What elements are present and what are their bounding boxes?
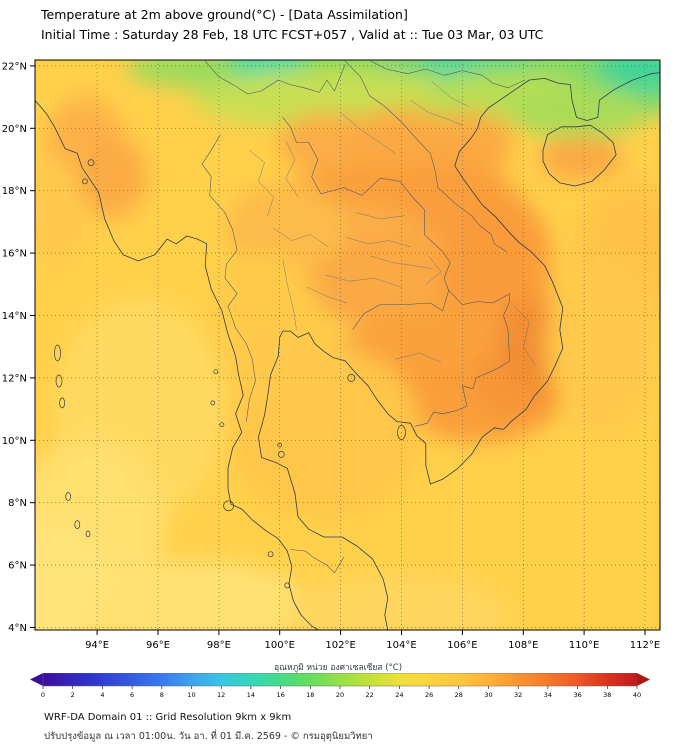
colorbar-label: อุณหภูมิ หน่วย องศาเซลเซียส (°C)	[273, 663, 403, 673]
colorbar-tick-label: 10	[187, 691, 195, 699]
country-borders-layer	[201, 60, 526, 574]
lat-tick-label: 18°N	[2, 186, 27, 197]
colorbar-tick-label: 36	[573, 691, 581, 699]
colorbar-tick-label: 0	[41, 691, 45, 699]
coastline-layer	[35, 72, 660, 630]
lon-tick-label: 94°E	[85, 640, 109, 651]
colorbar-tick-label: 30	[484, 691, 492, 699]
colorbar-gradient-bar	[42, 673, 638, 687]
lon-tick-label: 110°E	[569, 640, 599, 651]
colorbar-tick-label: 14	[247, 691, 255, 699]
colorbar-tick-label: 28	[455, 691, 463, 699]
colorbar-tick-labels: 0 2 4 6 8 10 12 14 16 18 20 22 24 26 28 30 32 34 36 38 40	[41, 691, 641, 699]
lat-tick-label: 20°N	[2, 124, 27, 135]
colorbar: 0 2 4 6 8 10 12 14 16 18 20 22 24 26 28 30 32 34 36 38 40	[30, 673, 650, 699]
colorbar-tick-label: 40	[633, 691, 641, 699]
colorbar-tick-label: 12	[217, 691, 225, 699]
lat-tick-label: 10°N	[2, 436, 27, 447]
colorbar-tick-label: 24	[395, 691, 403, 699]
colorbar-tick-label: 6	[130, 691, 134, 699]
colorbar-tick-label: 38	[603, 691, 611, 699]
lat-tick-label: 4°N	[8, 623, 27, 634]
lat-tick-label: 6°N	[8, 561, 27, 572]
colorbar-tick-label: 26	[425, 691, 433, 699]
lat-tick-label: 12°N	[2, 373, 27, 384]
axis-ticks	[30, 65, 646, 635]
lon-tick-label: 98°E	[207, 640, 231, 651]
title-block: Temperature at 2m above ground(°C) - [Da…	[41, 5, 543, 45]
colorbar-tick-label: 20	[336, 691, 344, 699]
colorbar-tick-label: 4	[100, 691, 104, 699]
lon-tick-label: 112°E	[630, 640, 660, 651]
colorbar-tick-label: 16	[276, 691, 284, 699]
colorbar-tick-label: 32	[514, 691, 522, 699]
footer-domain-info: WRF-DA Domain 01 :: Grid Resolution 9km …	[44, 712, 292, 723]
page-subtitle: Initial Time : Saturday 28 Feb, 18 UTC F…	[41, 27, 544, 42]
lon-tick-label: 106°E	[447, 640, 477, 651]
lon-tick-label: 102°E	[325, 640, 355, 651]
lon-tick-label: 96°E	[146, 640, 170, 651]
lat-axis-labels: 22°N 20°N 18°N 16°N 14°N 12°N 10°N 8°N 6°N 4°N	[2, 61, 27, 634]
temperature-field	[35, 60, 660, 630]
colorbar-over-arrow	[637, 673, 650, 686]
colorbar-tick-marks	[42, 686, 638, 689]
lat-tick-label: 16°N	[2, 249, 27, 260]
map-plot: 22°N 20°N 18°N 16°N 14°N 12°N 10°N 8°N 6°N 4°N 94…	[2, 59, 661, 651]
colorbar-tick-label: 18	[306, 691, 314, 699]
colorbar-tick-label: 22	[366, 691, 374, 699]
lon-axis-labels: 94°E 96°E 98°E 100°E 102°E 104°E 106°E 108°E 110…	[85, 640, 660, 651]
map-frame	[34, 59, 661, 631]
lon-tick-label: 100°E	[264, 640, 294, 651]
page-title: Temperature at 2m above ground(°C) - [Da…	[41, 7, 408, 22]
colorbar-tick-label: 2	[71, 691, 75, 699]
lat-tick-label: 14°N	[2, 311, 27, 322]
footer-update-info: ปรับปรุงข้อมูล ณ เวลา 01:00น. วัน อา. ที…	[44, 731, 373, 742]
lat-tick-label: 8°N	[8, 498, 27, 509]
province-borders-layer	[249, 81, 536, 366]
lon-tick-label: 108°E	[508, 640, 538, 651]
lat-tick-label: 22°N	[2, 61, 27, 72]
colorbar-tick-label: 8	[160, 691, 164, 699]
lon-tick-label: 104°E	[386, 640, 416, 651]
colorbar-tick-label: 34	[544, 691, 552, 699]
colorbar-under-arrow	[30, 673, 43, 686]
